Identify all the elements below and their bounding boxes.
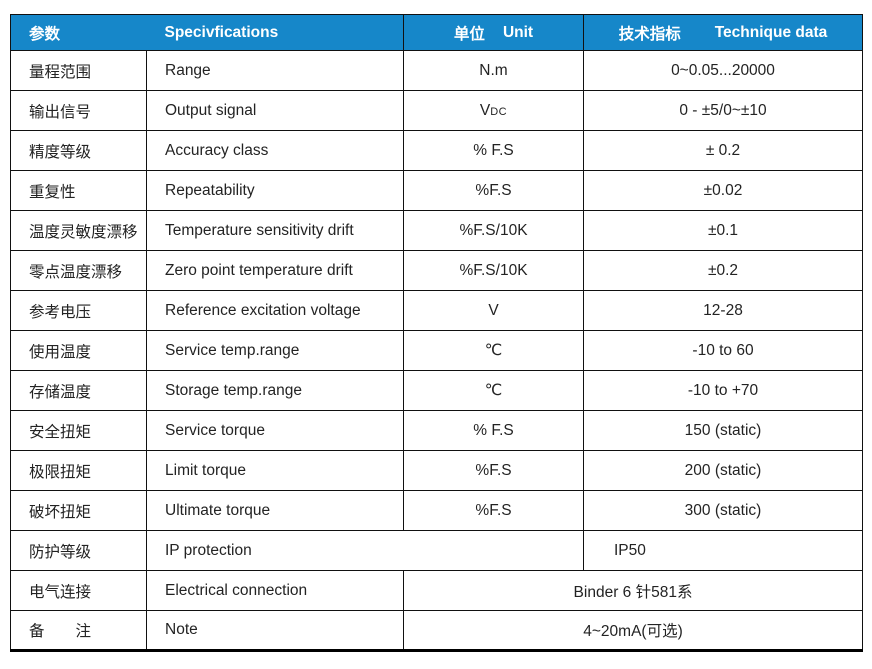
param-cell: 存储温度 (10, 370, 147, 411)
param-cell: 电气连接 (10, 570, 147, 611)
spec-cell: Service temp.range (146, 330, 404, 371)
param-cell: 重复性 (10, 170, 147, 211)
param-cell: 零点温度漂移 (10, 250, 147, 291)
unit-cell: %F.S (403, 450, 584, 491)
unit-cell: % F.S (403, 130, 584, 171)
table-row: 备 注 Note 4~20mA(可选) (10, 610, 863, 652)
spec-cell: Limit torque (146, 450, 404, 491)
header-data-en: Technique data (714, 23, 828, 41)
value-cell: Binder 6 针581系 (403, 570, 863, 611)
param-cell: 输出信号 (10, 90, 147, 131)
table-row: 使用温度 Service temp.range ℃ -10 to 60 (10, 330, 863, 371)
value-cell: IP50 (583, 530, 863, 571)
table-row: 零点温度漂移 Zero point temperature drift %F.S… (10, 250, 863, 291)
unit-cell: VDC (403, 90, 584, 131)
header-technique-data: 技术指标 Technique data (583, 14, 863, 51)
header-unit: 单位 Unit (403, 14, 584, 51)
param-cell: 破坏扭矩 (10, 490, 147, 531)
unit-cell: %F.S/10K (403, 210, 584, 251)
header-unit-zh: 单位 (453, 25, 485, 43)
value-cell: 4~20mA(可选) (403, 610, 863, 652)
spec-cell: Range (146, 50, 404, 91)
param-cell: 精度等级 (10, 130, 147, 171)
param-cell: 防护等级 (10, 530, 147, 571)
table-row: 精度等级 Accuracy class % F.S ± 0.2 (10, 130, 863, 171)
param-cell: 安全扭矩 (10, 410, 147, 451)
table-row: 重复性 Repeatability %F.S ±0.02 (10, 170, 863, 211)
table-row: 极限扭矩 Limit torque %F.S 200 (static) (10, 450, 863, 491)
value-cell: 0~0.05...20000 (583, 50, 863, 91)
value-cell: 150 (static) (583, 410, 863, 451)
unit-sub: DC (490, 105, 508, 118)
table-row: 破坏扭矩 Ultimate torque %F.S 300 (static) (10, 490, 863, 531)
spec-cell: Repeatability (146, 170, 404, 211)
spec-cell: IP protection (146, 530, 584, 571)
table-row: 输出信号 Output signal VDC 0 - ±5/0~±10 (10, 90, 863, 131)
value-cell: -10 to 60 (583, 330, 863, 371)
value-cell: 300 (static) (583, 490, 863, 531)
header-unit-en: Unit (502, 23, 534, 41)
table-row: 参考电压 Reference excitation voltage V 12-2… (10, 290, 863, 331)
header-param: 参数 (10, 14, 147, 51)
table-row: 防护等级 IP protection IP50 (10, 530, 863, 571)
value-cell: 0 - ±5/0~±10 (583, 90, 863, 131)
table-row: 存储温度 Storage temp.range ℃ -10 to +70 (10, 370, 863, 411)
param-cell: 使用温度 (10, 330, 147, 371)
spec-cell: Output signal (146, 90, 404, 131)
table-row: 量程范围 Range N.m 0~0.05...20000 (10, 50, 863, 91)
param-cell: 极限扭矩 (10, 450, 147, 491)
value-cell: -10 to +70 (583, 370, 863, 411)
unit-cell: % F.S (403, 410, 584, 451)
param-cell: 温度灵敏度漂移 (10, 210, 147, 251)
spec-cell: Service torque (146, 410, 404, 451)
unit-cell: %F.S/10K (403, 250, 584, 291)
param-cell: 备 注 (10, 610, 147, 652)
table-row: 安全扭矩 Service torque % F.S 150 (static) (10, 410, 863, 451)
unit-cell: %F.S (403, 170, 584, 211)
spec-cell: Note (146, 610, 404, 652)
unit-cell: V (403, 290, 584, 331)
spec-cell: Storage temp.range (146, 370, 404, 411)
table-row: 温度灵敏度漂移 Temperature sensitivity drift %F… (10, 210, 863, 251)
param-cell: 参考电压 (10, 290, 147, 331)
unit-cell: %F.S (403, 490, 584, 531)
header-data-zh: 技术指标 (618, 25, 681, 43)
value-cell: ±0.1 (583, 210, 863, 251)
value-cell: ±0.02 (583, 170, 863, 211)
unit-cell: N.m (403, 50, 584, 91)
unit-cell: ℃ (403, 330, 584, 371)
spec-cell: Electrical connection (146, 570, 404, 611)
unit-cell: ℃ (403, 370, 584, 411)
spec-cell: Accuracy class (146, 130, 404, 171)
header-row: 参数 Specivfications 单位 Unit 技术指标 Techniqu… (10, 14, 863, 51)
spec-cell: Ultimate torque (146, 490, 404, 531)
spec-cell: Reference excitation voltage (146, 290, 404, 331)
param-cell: 量程范围 (10, 50, 147, 91)
value-cell: 12-28 (583, 290, 863, 331)
value-cell: ± 0.2 (583, 130, 863, 171)
spec-cell: Zero point temperature drift (146, 250, 404, 291)
value-cell: ±0.2 (583, 250, 863, 291)
header-specifications: Specivfications (146, 14, 404, 51)
value-cell: 200 (static) (583, 450, 863, 491)
spec-cell: Temperature sensitivity drift (146, 210, 404, 251)
unit-main: V (479, 101, 491, 119)
table-row: 电气连接 Electrical connection Binder 6 针581… (10, 570, 863, 611)
spec-table: 参数 Specivfications 单位 Unit 技术指标 Techniqu… (10, 14, 863, 652)
